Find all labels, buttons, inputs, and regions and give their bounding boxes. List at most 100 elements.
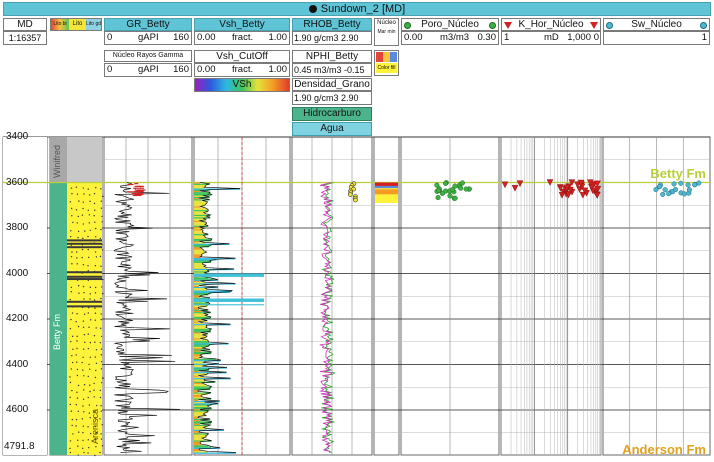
- zone-label: Betty Fm: [52, 313, 62, 350]
- khor-header[interactable]: K_Hor_Núcleo: [501, 18, 601, 31]
- depth-tick-label: 4200: [6, 313, 29, 324]
- sand-grain: [88, 194, 91, 196]
- nucleo-color-legend[interactable]: Color fill: [374, 50, 399, 76]
- gr-header[interactable]: GR_Betty: [104, 18, 192, 31]
- grain-density-range: 1.90 g/cm3 2.90: [294, 93, 359, 103]
- nucleo-header[interactable]: Núcleo Mar min: [374, 18, 399, 46]
- vsh-max: 1.00: [268, 32, 288, 43]
- sand-grain: [89, 368, 91, 370]
- sand-grain: [70, 207, 73, 210]
- sand-grain: [100, 318, 102, 321]
- sand-grain: [77, 285, 80, 287]
- sand-grain: [72, 433, 74, 435]
- sand-grain: [93, 192, 96, 195]
- vsh-fill: [194, 214, 211, 217]
- sand-grain: [82, 439, 84, 442]
- hydrocarbon-fill-legend[interactable]: Hidrocarburo: [292, 107, 372, 121]
- vsh-fill: [194, 386, 212, 388]
- sw-core-point: [686, 187, 692, 193]
- vsh-fill: [194, 380, 205, 382]
- sand-grain: [101, 286, 103, 288]
- sand-column: [67, 182, 102, 455]
- gr-core-title: Núcleo Rayos Gamma: [112, 52, 184, 59]
- vsh-fill: [194, 246, 210, 248]
- lito-shale-band: [67, 278, 102, 281]
- top-formation-marker[interactable]: Betty Fm: [650, 166, 706, 181]
- vsh-fill: [194, 237, 206, 239]
- sand-grain: [72, 348, 74, 351]
- vsh-shale-bed: [194, 304, 264, 306]
- scale-cell[interactable]: 1:16357: [3, 31, 47, 45]
- khor-core-point: [577, 179, 585, 187]
- nphi-header[interactable]: NPHI_Betty: [292, 50, 372, 63]
- sand-grain: [94, 307, 96, 309]
- sand-grain: [87, 209, 89, 211]
- depth-tick-label: 3600: [6, 176, 29, 188]
- gr-core-header[interactable]: Núcleo Rayos Gamma: [104, 50, 192, 62]
- vsh-header[interactable]: Vsh_Betty: [194, 18, 290, 31]
- lito-header[interactable]: Lito bi Lito Lito gdz: [50, 18, 102, 31]
- vsh-fill: [194, 315, 206, 317]
- vsh-fill: [194, 370, 199, 373]
- vsh-fill: [194, 337, 206, 339]
- vsh-fill: [194, 253, 204, 255]
- lito-shale-band: [67, 246, 102, 249]
- md-header[interactable]: MD: [3, 18, 47, 31]
- sand-grain: [100, 265, 102, 267]
- vsh-colormap-legend[interactable]: VSh: [194, 78, 290, 92]
- bottom-formation-marker[interactable]: Anderson Fm: [622, 442, 706, 457]
- sw-core-point: [678, 180, 684, 186]
- sand-grain: [77, 215, 79, 218]
- sand-grain: [83, 291, 85, 294]
- vsh-fill: [194, 235, 204, 237]
- vsh-fill: [194, 301, 204, 303]
- vsh-fill: [194, 302, 209, 304]
- sand-grain: [69, 403, 72, 406]
- vsh-fill: [194, 265, 206, 267]
- sand-grain: [82, 431, 84, 434]
- sand-grain: [99, 389, 102, 392]
- vsh-cutoff-header[interactable]: Vsh_CutOff: [194, 50, 290, 63]
- vsh-fill: [194, 182, 200, 184]
- nucleo-blue-band: [375, 185, 398, 189]
- sand-grain: [100, 313, 102, 315]
- sand-grain: [77, 325, 80, 328]
- vsh-fill: [194, 403, 219, 405]
- sand-grain: [81, 361, 83, 364]
- sand-grain: [71, 418, 74, 421]
- sand-grain: [89, 298, 91, 300]
- top-band-zone: [50, 137, 67, 183]
- sand-grain: [78, 292, 80, 294]
- rhob-header[interactable]: RHOB_Betty: [292, 18, 372, 31]
- sand-grain: [94, 209, 96, 211]
- sand-grain: [87, 235, 89, 238]
- vsh-fill: [194, 304, 208, 307]
- vsh-fill: [194, 190, 200, 193]
- sand-grain: [76, 222, 79, 224]
- nucleo-red-band: [375, 182, 398, 189]
- sand-grain: [99, 255, 102, 258]
- sand-grain: [76, 340, 78, 342]
- sand-grain: [87, 452, 89, 454]
- vsh-fill: [194, 451, 208, 453]
- sand-grain: [70, 255, 73, 258]
- sand-grain: [93, 215, 95, 217]
- vsh-fill: [194, 213, 206, 215]
- vsh-fill: [194, 340, 209, 343]
- rhob-scale-row: 1.90 g/cm3 2.90: [292, 31, 372, 45]
- water-fill-legend[interactable]: Agua: [292, 122, 372, 136]
- vsh-fill: [194, 382, 202, 385]
- grain-density-header[interactable]: Densidad_Grano: [292, 78, 372, 91]
- depth-tick-label: 4000: [6, 267, 29, 279]
- vsh-fill: [194, 234, 209, 236]
- vsh-cutoff-min: 0.00: [197, 64, 216, 75]
- vsh-fill: [194, 297, 210, 299]
- poro-header[interactable]: Poro_Núcleo: [401, 18, 499, 31]
- sand-grain: [75, 321, 77, 323]
- sw-header[interactable]: Sw_Núcleo: [603, 18, 710, 31]
- window-title-bar[interactable]: Sundown_2 [MD]: [3, 2, 711, 16]
- sand-grain: [81, 248, 84, 251]
- poro-marker-icon-right: [489, 22, 496, 29]
- gr-unit: gAPI: [138, 32, 159, 43]
